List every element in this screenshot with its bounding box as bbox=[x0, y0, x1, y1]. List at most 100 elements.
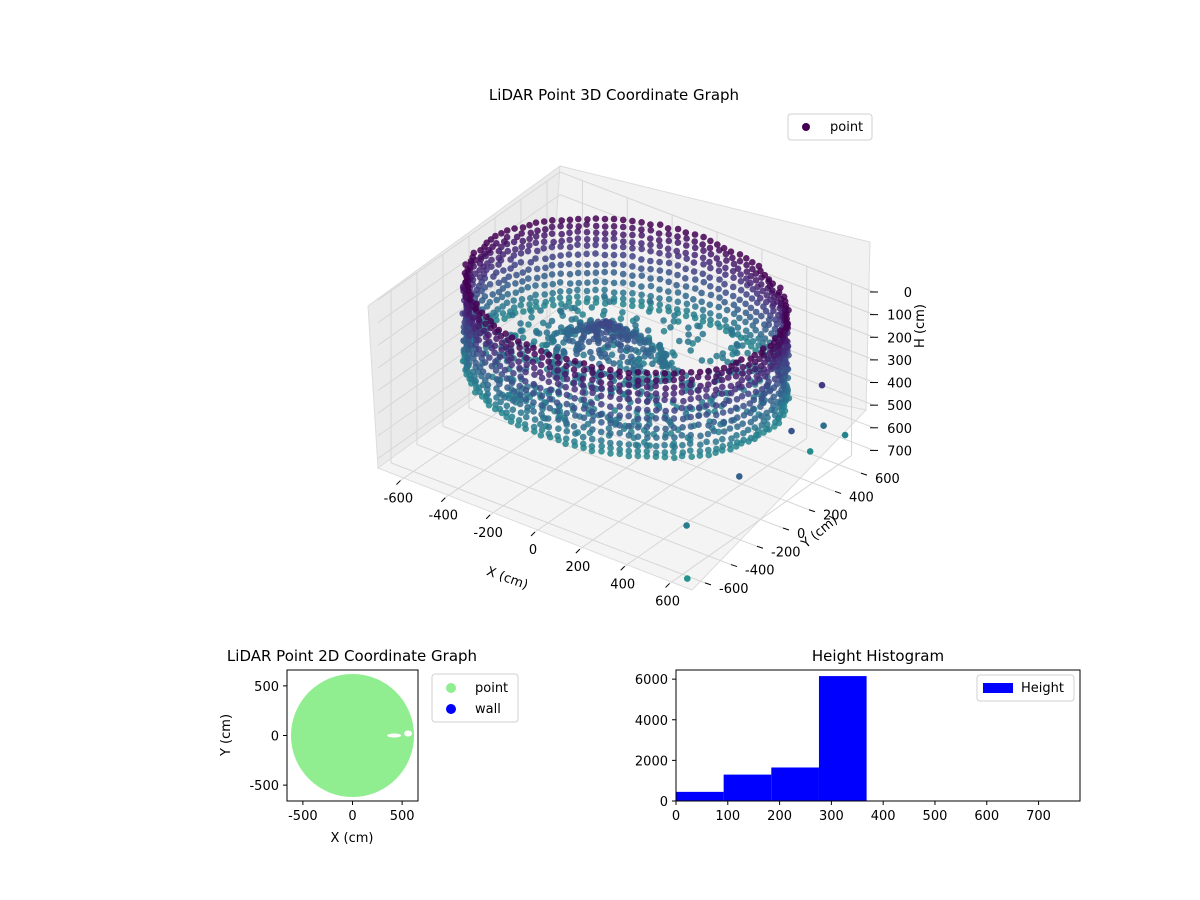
data-point-3d bbox=[707, 310, 714, 317]
data-point-3d bbox=[528, 314, 535, 321]
data-point-3d bbox=[517, 301, 525, 309]
data-point-3d bbox=[554, 380, 562, 388]
data-point-3d bbox=[627, 353, 635, 361]
data-point-3d bbox=[619, 279, 627, 287]
data-point-3d bbox=[477, 253, 485, 261]
data-point-3d bbox=[589, 426, 596, 433]
y-tick-label-histogram: 2000 bbox=[635, 754, 668, 769]
grid-line bbox=[468, 407, 784, 529]
data-point-3d bbox=[752, 388, 760, 396]
data-point-3d bbox=[495, 247, 503, 255]
data-point-3d bbox=[504, 384, 511, 391]
data-point-3d bbox=[629, 280, 636, 288]
data-point-3d-outlier bbox=[818, 381, 826, 389]
data-point-3d bbox=[753, 431, 760, 439]
data-point-3d bbox=[728, 330, 735, 337]
data-point-3d bbox=[583, 269, 591, 277]
data-point-3d bbox=[745, 381, 753, 389]
data-point-3d bbox=[607, 444, 614, 452]
data-point-3d bbox=[770, 307, 777, 315]
data-point-3d bbox=[610, 325, 618, 333]
data-point-3d bbox=[691, 251, 699, 259]
data-point-3d bbox=[647, 227, 655, 234]
data-point-3d bbox=[542, 341, 550, 349]
data-point-3d bbox=[595, 347, 603, 354]
data-point-3d-outlier bbox=[788, 427, 795, 435]
data-point-3d bbox=[647, 275, 654, 282]
x-tick-label-3d: 600 bbox=[655, 594, 680, 609]
data-point-3d bbox=[619, 300, 627, 308]
data-point-3d bbox=[555, 425, 562, 433]
data-point-3d bbox=[706, 244, 714, 252]
legend-histogram-swatch bbox=[983, 683, 1013, 693]
data-point-3d bbox=[661, 441, 668, 449]
x-tick-label-histogram: 100 bbox=[715, 809, 740, 824]
data-point-3d bbox=[566, 280, 574, 287]
data-point-3d bbox=[563, 410, 570, 417]
data-point-3d bbox=[670, 396, 677, 404]
z-tick-label-3d: 0 bbox=[904, 286, 912, 301]
data-point-3d bbox=[616, 382, 623, 389]
data-point-3d bbox=[549, 289, 556, 297]
data-point-3d bbox=[538, 392, 546, 400]
data-point-3d bbox=[638, 232, 645, 239]
data-point-3d bbox=[679, 424, 686, 431]
data-point-3d bbox=[634, 377, 642, 385]
data-point-3d bbox=[707, 321, 714, 329]
data-point-3d bbox=[643, 448, 651, 455]
data-point-3d bbox=[725, 374, 732, 381]
y-tick-label-3d: -600 bbox=[719, 582, 749, 597]
data-point-3d bbox=[537, 432, 545, 439]
data-point-3d bbox=[687, 395, 694, 403]
data-point-3d bbox=[585, 338, 593, 346]
chart-2d-title: LiDAR Point 2D Coordinate Graph bbox=[227, 647, 477, 665]
data-point-3d bbox=[625, 404, 633, 412]
x-tick-label-histogram: 200 bbox=[767, 809, 792, 824]
data-point-3d bbox=[616, 429, 623, 437]
data-point-3d bbox=[548, 333, 556, 341]
data-point-3d bbox=[565, 260, 573, 268]
data-point-3d bbox=[740, 402, 747, 410]
data-point-3d bbox=[737, 271, 744, 278]
y-tick-3d bbox=[782, 527, 790, 531]
data-point-3d bbox=[733, 359, 740, 367]
data-point-3d-outlier bbox=[841, 431, 849, 439]
data-point-3d bbox=[478, 309, 486, 317]
data-point-3d bbox=[733, 396, 741, 403]
data-point-3d bbox=[722, 289, 729, 297]
data-point-3d bbox=[619, 261, 627, 269]
data-point-3d bbox=[548, 271, 556, 278]
data-point-3d bbox=[629, 245, 636, 252]
data-point-3d bbox=[729, 254, 736, 262]
data-point-3d bbox=[749, 338, 757, 345]
data-point-3d bbox=[534, 227, 541, 234]
data-point-3d bbox=[746, 400, 754, 407]
z-tick-label-3d: 500 bbox=[887, 399, 912, 414]
y-tick-label-2d: -500 bbox=[249, 779, 279, 794]
data-point-3d bbox=[634, 433, 642, 441]
data-point-3d bbox=[686, 404, 694, 411]
data-point-3d bbox=[706, 274, 713, 281]
data-point-3d bbox=[574, 228, 581, 235]
data-point-3d bbox=[619, 309, 626, 316]
data-point-3d bbox=[620, 238, 627, 245]
data-point-3d bbox=[575, 299, 582, 307]
data-point-3d bbox=[694, 336, 702, 343]
data-point-3d bbox=[740, 412, 748, 419]
data-point-3d bbox=[583, 250, 590, 258]
data-point-3d bbox=[607, 419, 614, 427]
data-point-3d bbox=[739, 370, 746, 378]
data-point-3d bbox=[531, 416, 539, 423]
data-point-3d bbox=[529, 390, 537, 397]
data-point-3d bbox=[769, 280, 776, 288]
data-point-3d bbox=[603, 329, 610, 336]
data-point-3d bbox=[601, 251, 609, 259]
data-point-3d bbox=[597, 411, 605, 418]
data-point-3d bbox=[703, 393, 710, 400]
data-point-3d bbox=[670, 390, 678, 397]
data-point-3d bbox=[695, 394, 702, 402]
data-point-3d bbox=[699, 270, 707, 278]
data-point-3d bbox=[643, 453, 651, 460]
data-point-3d bbox=[695, 404, 703, 411]
data-point-3d bbox=[501, 276, 508, 284]
